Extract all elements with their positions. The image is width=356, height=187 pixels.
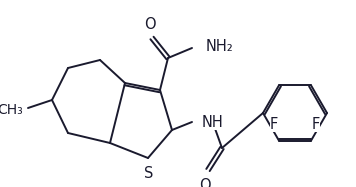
Text: F: F bbox=[312, 117, 320, 132]
Text: CH₃: CH₃ bbox=[0, 103, 23, 117]
Text: O: O bbox=[199, 178, 211, 187]
Text: S: S bbox=[144, 166, 154, 181]
Text: NH₂: NH₂ bbox=[206, 39, 234, 53]
Text: F: F bbox=[270, 117, 278, 132]
Text: NH: NH bbox=[202, 114, 224, 130]
Text: O: O bbox=[144, 17, 156, 32]
